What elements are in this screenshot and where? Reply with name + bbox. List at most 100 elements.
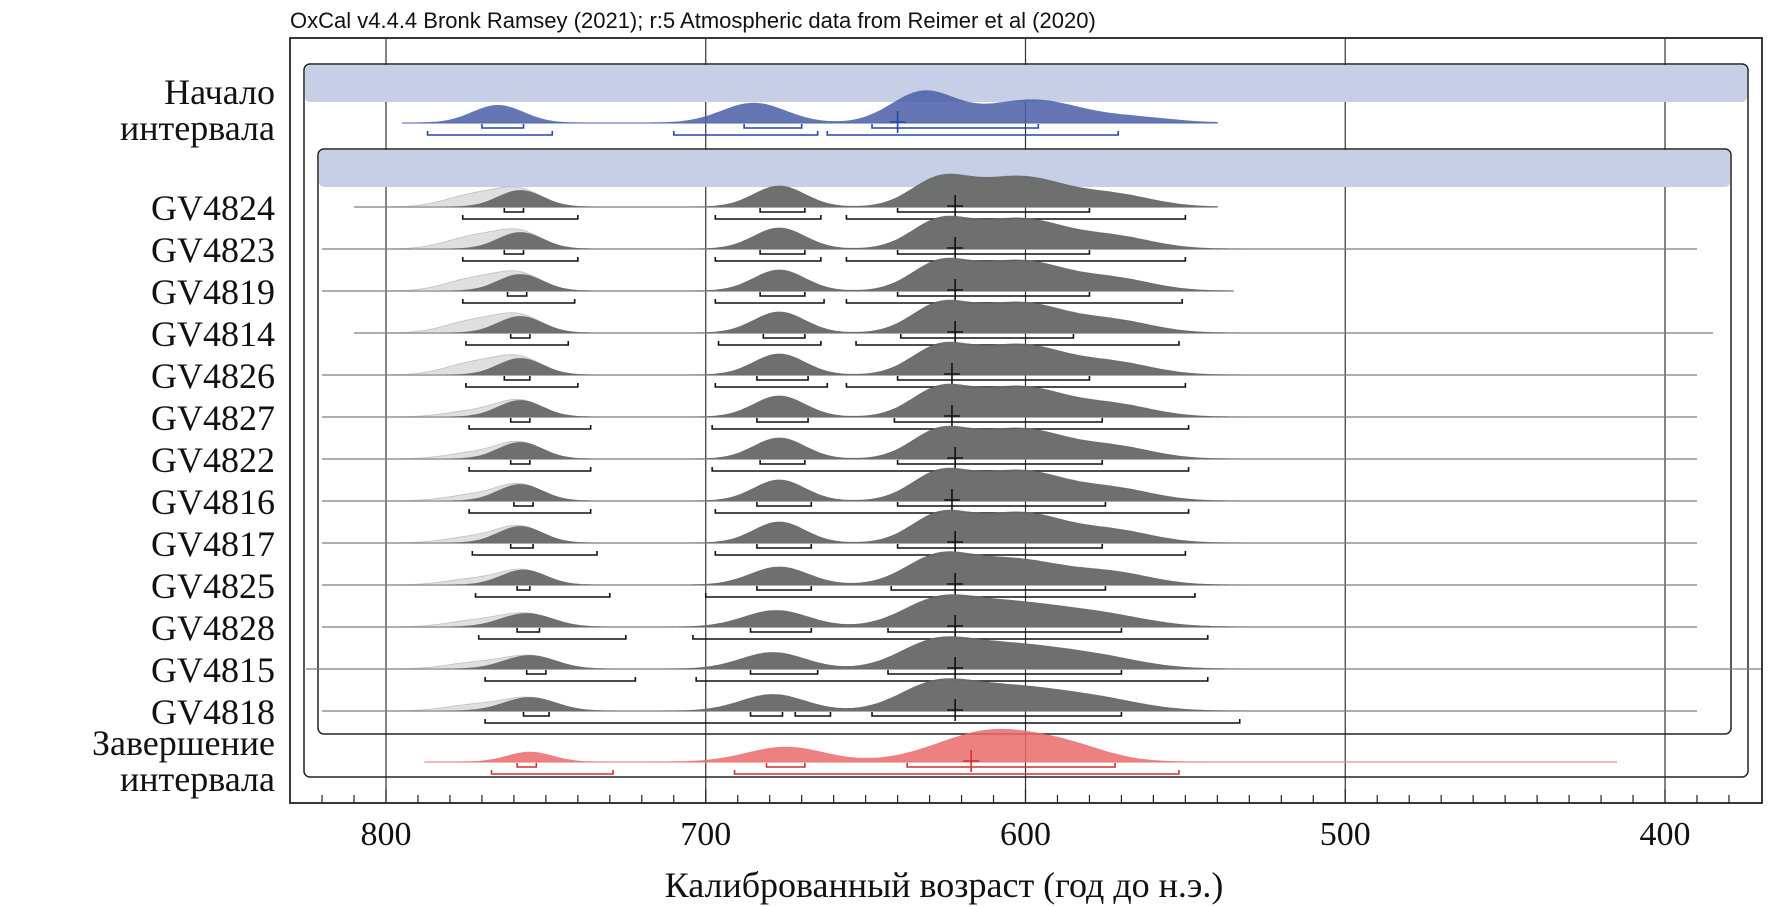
range-bracket — [896, 208, 1091, 213]
posterior-density — [424, 728, 1618, 763]
start-band — [305, 65, 1747, 102]
range-bracket — [465, 383, 579, 388]
range-bracket — [756, 376, 809, 381]
range-bracket — [759, 460, 806, 465]
range-bracket — [503, 250, 525, 255]
row-label: GV4815 — [151, 650, 275, 690]
range-bracket — [887, 628, 1123, 633]
row-4: GV4814 — [151, 299, 1713, 354]
range-bracket — [871, 124, 1040, 129]
posterior-density — [354, 173, 1218, 208]
range-bracket — [765, 763, 806, 768]
range-bracket — [714, 383, 829, 388]
range-bracket — [513, 502, 534, 507]
posterior-density — [322, 594, 1697, 628]
range-bracket — [756, 544, 813, 549]
posterior-density — [322, 467, 1697, 502]
range-bracket — [468, 509, 592, 514]
posterior-density — [306, 636, 1761, 670]
posterior-density — [354, 299, 1713, 334]
range-bracket — [756, 586, 813, 591]
tick-label: 500 — [1320, 816, 1371, 853]
range-bracket — [717, 341, 822, 346]
range-bracket — [509, 334, 531, 339]
row-1: GV4824 — [151, 173, 1218, 228]
range-bracket — [516, 763, 538, 768]
x-axis-label: Калиброванный возраст (год до н.э.) — [665, 865, 1224, 905]
x-axis: 800 700 600 500 400 — [321, 789, 1730, 853]
range-bracket — [899, 334, 1075, 339]
row-9: GV4817 — [151, 509, 1697, 564]
range-bracket — [509, 460, 531, 465]
row-label: GV4822 — [151, 440, 275, 480]
range-bracket — [896, 292, 1091, 297]
tick-label: 600 — [1000, 816, 1051, 853]
range-bracket — [516, 586, 531, 591]
range-bracket — [461, 215, 579, 220]
range-bracket — [714, 215, 822, 220]
posterior-density — [401, 90, 1218, 124]
range-bracket — [743, 124, 803, 129]
row-label: GV4818 — [151, 692, 275, 732]
range-bracket — [461, 257, 579, 262]
range-bracket — [509, 418, 531, 423]
range-bracket — [756, 418, 809, 423]
range-bracket — [461, 299, 576, 304]
range-bracket — [714, 257, 822, 262]
row-label: Завершение — [92, 723, 275, 763]
range-bracket — [477, 635, 627, 640]
row-13: GV4818 — [151, 678, 1697, 732]
row-label: GV4824 — [151, 188, 275, 228]
range-bracket — [468, 425, 592, 430]
row-label: GV4828 — [151, 608, 275, 648]
range-bracket — [481, 124, 525, 129]
range-bracket — [506, 292, 528, 297]
row-label: GV4817 — [151, 524, 275, 564]
range-bracket — [471, 551, 598, 556]
range-bracket — [484, 719, 1241, 724]
tick-label: 400 — [1640, 816, 1691, 853]
range-bracket — [484, 677, 637, 682]
range-bracket — [759, 292, 806, 297]
range-bracket — [896, 460, 1104, 465]
row-label: GV4823 — [151, 230, 275, 270]
row-11: GV4828 — [151, 594, 1697, 648]
row-3: GV4819 — [151, 257, 1234, 312]
posterior-density — [322, 551, 1697, 586]
row-label: GV4827 — [151, 398, 275, 438]
range-bracket — [503, 208, 525, 213]
row-12: GV4815 — [151, 636, 1761, 690]
range-bracket — [714, 299, 825, 304]
range-bracket — [749, 670, 819, 675]
range-bracket — [756, 502, 813, 507]
range-bracket — [762, 334, 806, 339]
range-bracket — [890, 586, 1107, 591]
row-label: GV4819 — [151, 272, 275, 312]
range-bracket — [826, 131, 1120, 136]
range-bracket — [794, 712, 832, 717]
posterior-density — [322, 383, 1697, 418]
range-bracket — [503, 376, 531, 381]
range-bracket — [474, 593, 611, 598]
range-bracket — [906, 763, 1116, 768]
row-10: GV4825 — [151, 551, 1697, 606]
range-bracket — [490, 770, 614, 775]
range-bracket — [896, 544, 1104, 549]
outer-interval-box — [303, 63, 1749, 778]
range-bracket — [465, 341, 570, 346]
range-bracket — [672, 131, 819, 136]
row-label: GV4814 — [151, 314, 275, 354]
range-bracket — [749, 628, 813, 633]
chart-header: OxCal v4.4.4 Bronk Ramsey (2021); r:5 At… — [290, 8, 1096, 33]
row-label: Начало — [164, 72, 275, 112]
posterior-density — [322, 341, 1697, 376]
range-bracket — [896, 376, 1091, 381]
range-bracket — [516, 628, 541, 633]
row-6: GV4827 — [151, 383, 1697, 438]
phase-band — [319, 150, 1730, 187]
range-bracket — [871, 712, 1123, 717]
